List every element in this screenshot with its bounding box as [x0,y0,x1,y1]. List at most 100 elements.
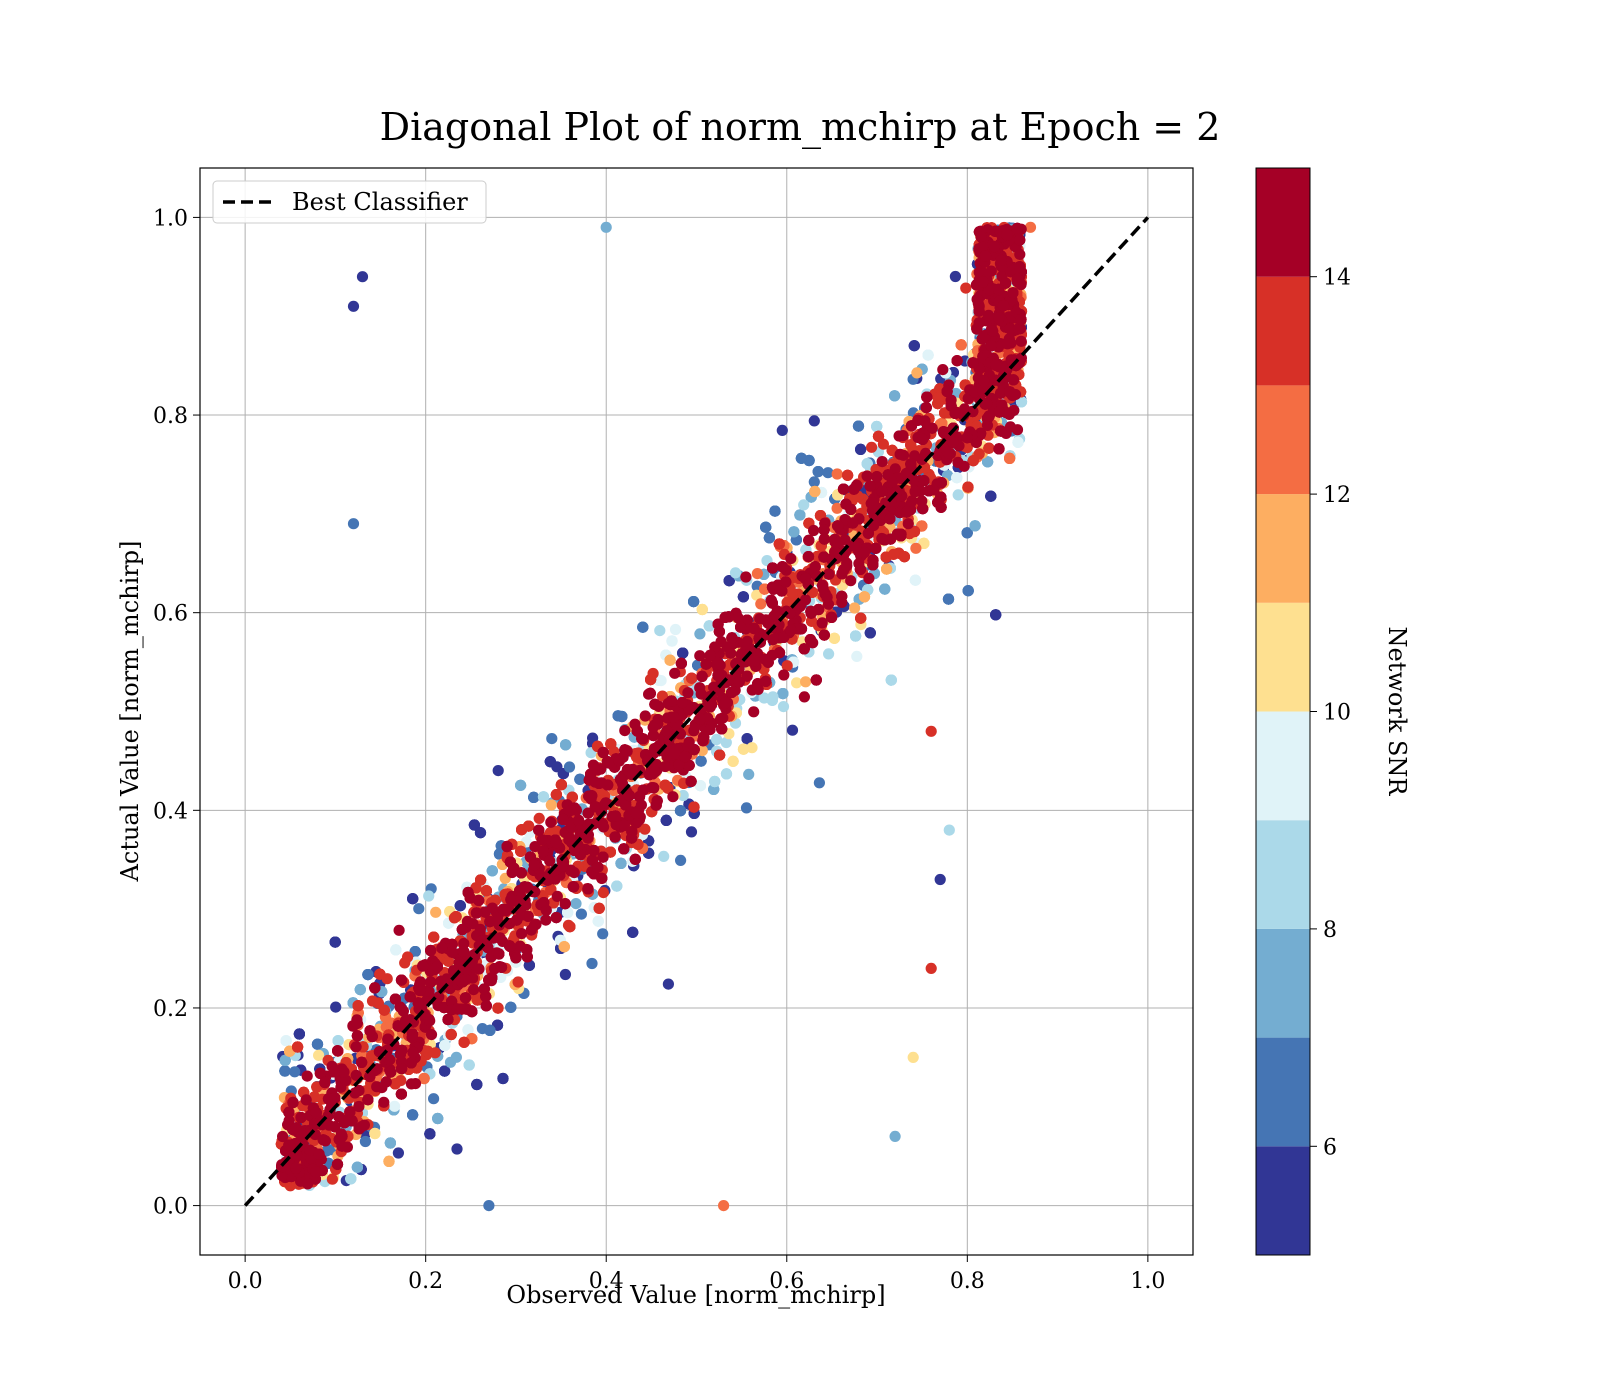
scatter-point [788,526,800,538]
scatter-point [688,596,700,608]
scatter-point [515,845,527,857]
scatter-point [795,452,808,464]
scatter-point [562,919,575,931]
scatter-point [587,732,599,744]
scatter-point [889,390,901,402]
scatter-point [347,300,360,312]
scatter-point [390,944,402,956]
scatter-point [637,621,649,633]
scatter-point [849,602,861,614]
scatter-point [597,928,609,940]
scatter-point [332,1035,344,1047]
scatter-point [280,1035,292,1047]
scatter-point [474,827,487,839]
scatter-point [483,1200,495,1212]
scatter-point [389,1100,401,1112]
scatter-point [889,1130,901,1142]
scatter-point [879,583,891,595]
scatter-point [831,468,843,480]
scatter-point [428,1093,440,1105]
scatter-point [523,959,536,971]
scatter-point [497,1072,509,1085]
scatter-point [311,1038,324,1050]
scatter-point [755,598,767,610]
scatter-point [675,854,687,867]
scatter-point [432,1112,444,1125]
scatter-point [969,520,981,532]
scatter-point [741,733,753,745]
scatter-point [545,799,557,811]
scatter-point [329,936,341,948]
scatter-point [798,499,810,511]
chart-title: Diagonal Plot of norm_mchirp at Epoch = … [380,105,1221,150]
scatter-point [822,467,834,479]
scatter-point [907,1051,919,1063]
scatter-point [600,221,612,233]
scatter-point [949,270,962,283]
scatter-point [686,672,698,684]
scatter-point [471,1078,483,1091]
scatter-point [723,575,735,587]
scatter-point [383,1155,395,1167]
scatter-point [356,271,369,283]
scatter-point [851,650,863,663]
scatter-point [985,490,997,502]
scatter-point [330,1001,342,1013]
scatter-point [1012,436,1024,448]
scatter-point [858,591,871,603]
scatter-point [664,654,676,666]
scatter-point [709,775,721,788]
scatter-point [1024,221,1037,233]
scatter-point [413,903,425,915]
scatter-point [777,688,789,700]
scatter-point [813,777,826,789]
scatter-point [922,349,934,361]
scatter-point [586,957,598,970]
scatter-point [943,824,955,836]
scatter-point [450,1051,462,1063]
scatter-point [871,420,883,433]
scatter-point [359,1135,371,1148]
scatter-point [763,532,776,544]
scatter-point [560,739,572,751]
scatter-point [662,978,675,990]
scatter-point [495,971,507,983]
scatter-point [718,1200,730,1212]
scatter-point [537,791,550,803]
scatter-point [407,893,419,905]
scatter-point [468,819,480,831]
scatter-point [934,873,946,886]
scatter-point [786,724,799,736]
scatter-point [279,1054,291,1066]
scatter-point [533,812,545,825]
scatter-point [910,542,922,554]
scatter-point [484,1024,496,1036]
scatter-point [677,647,689,659]
scatter-point [767,691,779,703]
scatter-point [887,548,900,561]
scatter-point [658,850,670,863]
scatter-point [439,1040,451,1052]
scatter-point [952,489,964,501]
scatter-point [369,1127,381,1140]
scatter-point [794,509,806,521]
scatter-point [850,630,862,642]
scatter-point [983,442,995,454]
scatter-point [289,1066,301,1078]
scatter-point [694,628,706,640]
scatter-point [345,1173,357,1185]
scatter-point [769,505,781,517]
scatter-point [627,926,639,938]
scatter-point [326,1173,338,1185]
scatter-point [423,890,435,902]
scatter-point [505,1001,517,1013]
scatter-point [776,424,788,436]
scatter-point [486,865,498,877]
scatter-point [688,801,700,813]
scatter-point [384,1137,396,1149]
scatter-point [354,984,366,996]
scatter-point [616,710,628,723]
scatter-point [982,456,994,468]
scatter-point [615,857,627,870]
